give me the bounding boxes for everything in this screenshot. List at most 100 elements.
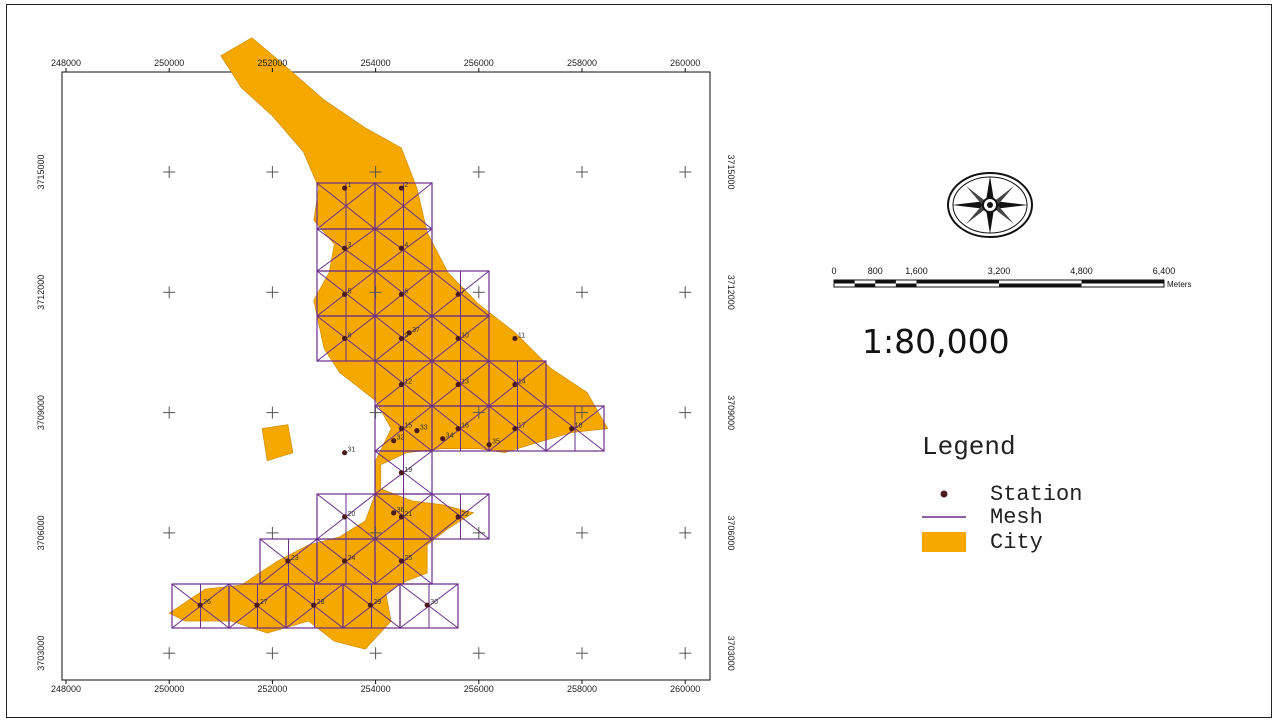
station-point bbox=[414, 428, 420, 434]
station-label: 24 bbox=[348, 555, 356, 562]
station-point bbox=[342, 291, 348, 297]
scale-tick-label: 4,800 bbox=[1070, 266, 1093, 276]
station-point bbox=[512, 381, 518, 388]
station-label: 21 bbox=[404, 511, 412, 518]
scale-tick-label: 3,200 bbox=[988, 266, 1011, 276]
station-point bbox=[398, 470, 404, 476]
x-tick-label-top: 248000 bbox=[51, 58, 81, 68]
scale-segment bbox=[895, 283, 917, 287]
station-point bbox=[254, 602, 260, 608]
y-tick-label-right: 3715000 bbox=[726, 154, 736, 189]
station-label: 17 bbox=[518, 423, 526, 430]
station-point bbox=[285, 558, 291, 564]
station-point bbox=[486, 442, 492, 448]
station-label: 5 bbox=[348, 288, 352, 295]
figure-frame bbox=[6, 4, 1272, 718]
station-label: 11 bbox=[518, 332, 525, 339]
station-label: 20 bbox=[348, 511, 356, 518]
station-point bbox=[342, 450, 348, 456]
x-tick-label-bottom: 254000 bbox=[361, 684, 391, 694]
y-tick-label-left: 3712000 bbox=[36, 275, 46, 310]
station-label: 27 bbox=[260, 599, 268, 606]
scale-segment bbox=[875, 280, 896, 284]
scale-segment bbox=[999, 283, 1082, 287]
station-label: 34 bbox=[446, 433, 454, 440]
station-point bbox=[455, 291, 461, 297]
station-label: 8 bbox=[348, 332, 352, 339]
graticule-crosses bbox=[163, 166, 692, 660]
scale-bar: 0 800 1,600 3,200 4,800 6,400 Meters bbox=[831, 266, 1191, 289]
station-label: 25 bbox=[404, 555, 412, 562]
station-point bbox=[455, 514, 461, 520]
scale-segment bbox=[854, 283, 876, 287]
station-label: 23 bbox=[291, 555, 299, 562]
station-point bbox=[342, 245, 348, 251]
station-label: 9 bbox=[404, 332, 408, 339]
x-tick-label-bottom: 250000 bbox=[154, 684, 184, 694]
scale-ratio: 1:80,000 bbox=[862, 322, 1010, 361]
station-point bbox=[391, 510, 397, 516]
legend-label: Station bbox=[990, 481, 1083, 507]
station-point bbox=[440, 436, 446, 442]
station-dot-icon bbox=[922, 483, 966, 505]
station-point bbox=[367, 602, 374, 608]
legend-title: Legend bbox=[922, 432, 1016, 462]
x-tick-label-top: 256000 bbox=[464, 58, 494, 68]
station-label: 29 bbox=[373, 599, 381, 606]
x-tick-label-top: 258000 bbox=[567, 58, 597, 68]
station-label: 16 bbox=[461, 423, 469, 430]
station-point bbox=[342, 514, 348, 520]
mesh-line-icon bbox=[922, 506, 966, 528]
y-tick-label-right: 3703000 bbox=[726, 636, 736, 671]
scale-tick-label: 1,600 bbox=[905, 266, 928, 276]
scale-tick-label: 0 bbox=[831, 266, 836, 276]
station-label: 36 bbox=[397, 507, 405, 514]
station-point bbox=[398, 514, 404, 520]
x-tick-label-bottom: 248000 bbox=[51, 684, 81, 694]
y-tick-label-right: 3709000 bbox=[726, 395, 736, 430]
station-label: 37 bbox=[412, 327, 420, 334]
y-tick-label-left: 3703000 bbox=[36, 636, 46, 671]
y-tick-label-right: 3712000 bbox=[726, 275, 736, 310]
station-point bbox=[342, 185, 348, 191]
station-point bbox=[391, 438, 397, 444]
city-patch-icon bbox=[922, 531, 966, 553]
station-label: 1 bbox=[348, 182, 352, 189]
station-point bbox=[398, 558, 404, 564]
city-area-patch bbox=[261, 424, 294, 462]
x-tick-label-top: 250000 bbox=[154, 58, 184, 68]
legend-label: City bbox=[990, 529, 1043, 555]
station-label: 26 bbox=[203, 599, 211, 606]
station-label: 2 bbox=[404, 182, 408, 189]
station-point bbox=[398, 245, 404, 251]
station-point bbox=[398, 335, 404, 342]
station-point bbox=[197, 602, 203, 608]
station-label: 12 bbox=[404, 379, 412, 386]
station-point bbox=[406, 330, 412, 336]
station-point bbox=[512, 426, 518, 432]
scale-unit: Meters bbox=[1167, 280, 1191, 289]
scale-segment bbox=[1081, 280, 1164, 284]
station-point bbox=[455, 381, 461, 388]
x-tick-label-bottom: 258000 bbox=[567, 684, 597, 694]
y-tick-label-left: 3706000 bbox=[36, 515, 46, 550]
station-label: 30 bbox=[430, 599, 438, 606]
station-label: 3 bbox=[348, 242, 352, 249]
north-arrow-icon bbox=[947, 172, 1033, 238]
y-tick-label-right: 3706000 bbox=[726, 515, 736, 550]
y-tick-label-left: 3715000 bbox=[36, 154, 46, 189]
station-label: 33 bbox=[420, 425, 428, 432]
station-label: 32 bbox=[397, 435, 405, 442]
x-tick-label-top: 252000 bbox=[257, 58, 287, 68]
scale-segment bbox=[834, 280, 855, 284]
station-point bbox=[455, 426, 461, 432]
station-label: 31 bbox=[348, 447, 356, 454]
station-point bbox=[398, 381, 404, 388]
station-label: 19 bbox=[404, 467, 412, 474]
station-label: 7 bbox=[461, 288, 465, 295]
y-tick-label-left: 3709000 bbox=[36, 395, 46, 430]
station-label: 15 bbox=[404, 423, 412, 430]
station-point bbox=[342, 558, 348, 564]
